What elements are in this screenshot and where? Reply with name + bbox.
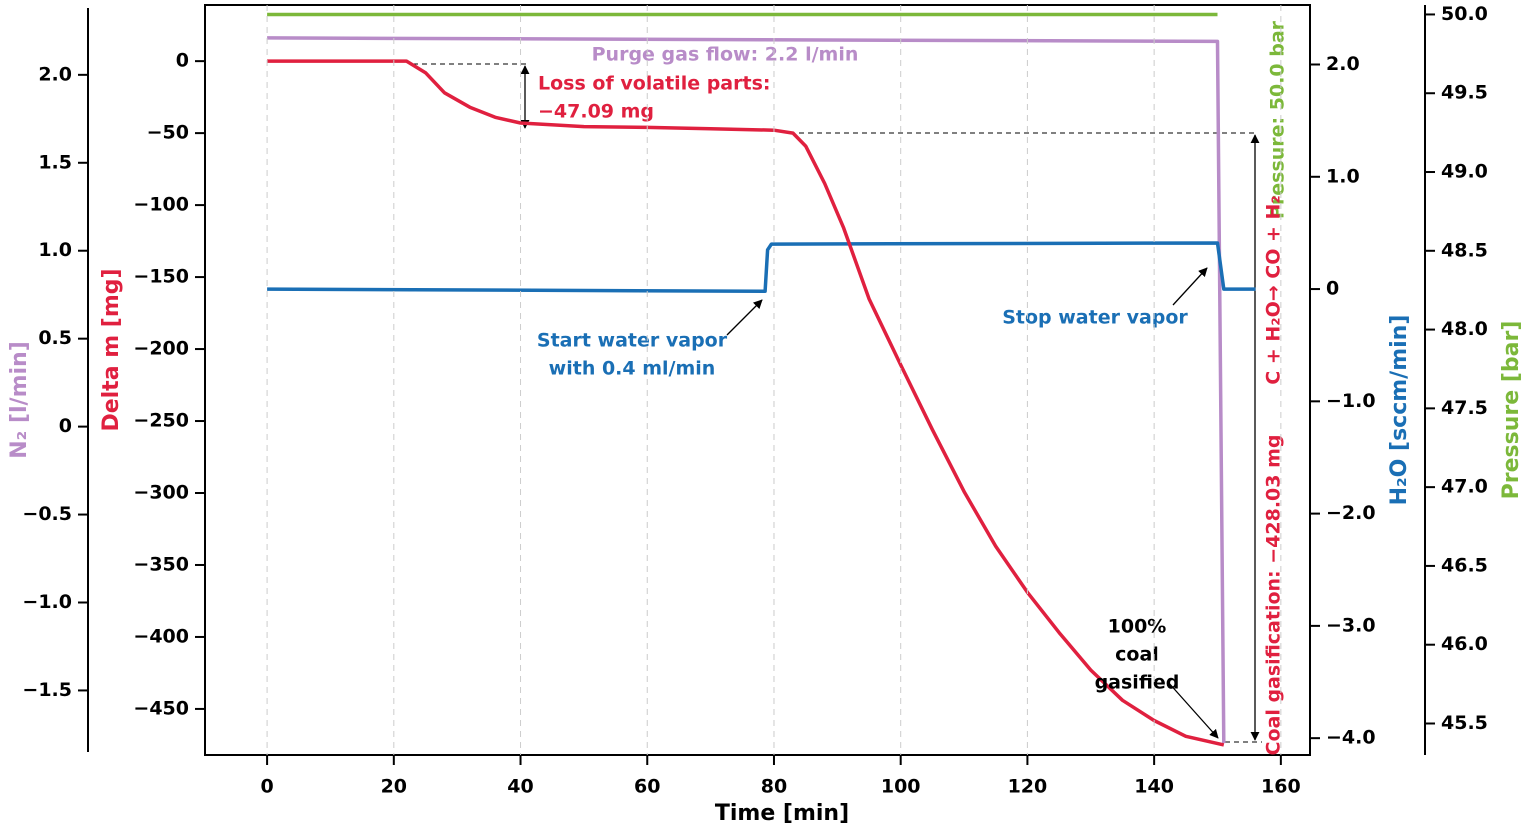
- y-tick-label: 0: [176, 50, 189, 72]
- y-tick-label: 48.0: [1441, 318, 1488, 340]
- series-line: [267, 59, 1225, 747]
- annotation: Start water vapor: [537, 330, 728, 352]
- annotation: with 0.4 ml/min: [549, 358, 716, 380]
- y-tick-label: −300: [133, 482, 189, 504]
- y-tick-label: 0: [1326, 278, 1339, 300]
- y-tick-label: 47.5: [1441, 397, 1488, 419]
- annotation: Coal gasification: −428.03 mg: [1263, 435, 1285, 756]
- y-tick-label: −3.0: [1326, 614, 1376, 636]
- y-tick-label: −350: [133, 553, 189, 575]
- y-tick-label: 1.5: [38, 151, 72, 173]
- y-tick-label: −200: [133, 338, 189, 360]
- y-tick-label: −4.0: [1326, 727, 1376, 749]
- y-tick-label: −400: [133, 625, 189, 647]
- y-tick-label: −100: [133, 194, 189, 216]
- x-axis-label: Time [min]: [715, 801, 849, 826]
- y-tick-label: 49.5: [1441, 82, 1488, 104]
- x-tick-label: 20: [381, 776, 407, 798]
- annotation-lines: [413, 63, 1262, 743]
- x-tick-label: 80: [761, 776, 787, 798]
- series-line: [267, 36, 1226, 744]
- annotation: coal: [1115, 644, 1159, 666]
- y-tick-label: −1.0: [1326, 390, 1376, 412]
- annotation: Pressure: 50.0 bar: [1267, 20, 1289, 219]
- y-tick-label: 2.0: [1326, 53, 1360, 75]
- annotation: Loss of volatile parts:: [538, 73, 771, 95]
- h2o-axis-label: H₂O [sccm/min]: [1387, 315, 1412, 506]
- annotation: Purge gas flow: 2.2 l/min: [592, 44, 859, 66]
- y-tick-label: 0.5: [38, 327, 72, 349]
- annotation: C + H₂O→ CO + H₂: [1263, 195, 1285, 384]
- delta-m-axis-label: Delta m [mg]: [99, 268, 124, 431]
- y-tick-label: 47.0: [1441, 476, 1488, 498]
- y-tick-label: −450: [133, 697, 189, 719]
- x-tick-label: 100: [881, 776, 921, 798]
- y-tick-label: 50.0: [1441, 3, 1488, 25]
- y-tick-label: 2.0: [38, 63, 72, 85]
- y-tick-label: −1.0: [22, 591, 72, 613]
- pressure-axis-label: Pressure [bar]: [1499, 321, 1524, 500]
- x-tick-label: 140: [1134, 776, 1174, 798]
- series-layer: [267, 12, 1256, 747]
- series-line: [267, 241, 1256, 294]
- annotation: gasified: [1095, 672, 1180, 694]
- y-tick-label: 1.0: [38, 239, 72, 261]
- x-tick-label: 0: [260, 776, 273, 798]
- y-tick-label: 0: [59, 415, 72, 437]
- annotation-arrows: [520, 65, 1260, 741]
- y-tick-label: −1.5: [22, 679, 72, 701]
- n2-axis-label: N₂ [l/min]: [7, 341, 32, 459]
- annotation: 100%: [1108, 616, 1167, 638]
- y-tick-label: −0.5: [22, 503, 72, 525]
- y-tick-label: 46.0: [1441, 633, 1488, 655]
- plot-frame: [204, 4, 1311, 756]
- y-tick-label: 49.0: [1441, 161, 1488, 183]
- y-tick-label: 46.5: [1441, 554, 1488, 576]
- y-tick-label: −250: [133, 410, 189, 432]
- x-tick-label: 60: [634, 776, 660, 798]
- annotation: Stop water vapor: [1002, 307, 1188, 329]
- y-tick-label: −150: [133, 266, 189, 288]
- x-tick-label: 40: [507, 776, 533, 798]
- annotation: −47.09 mg: [538, 101, 654, 123]
- y-tick-label: 1.0: [1326, 165, 1360, 187]
- y-tick-label: 48.5: [1441, 239, 1488, 261]
- x-tick-label: 160: [1261, 776, 1301, 798]
- y-tick-label: −2.0: [1326, 502, 1376, 524]
- y-tick-label: −50: [147, 122, 189, 144]
- x-tick-label: 120: [1008, 776, 1048, 798]
- y-tick-label: 45.5: [1441, 712, 1488, 734]
